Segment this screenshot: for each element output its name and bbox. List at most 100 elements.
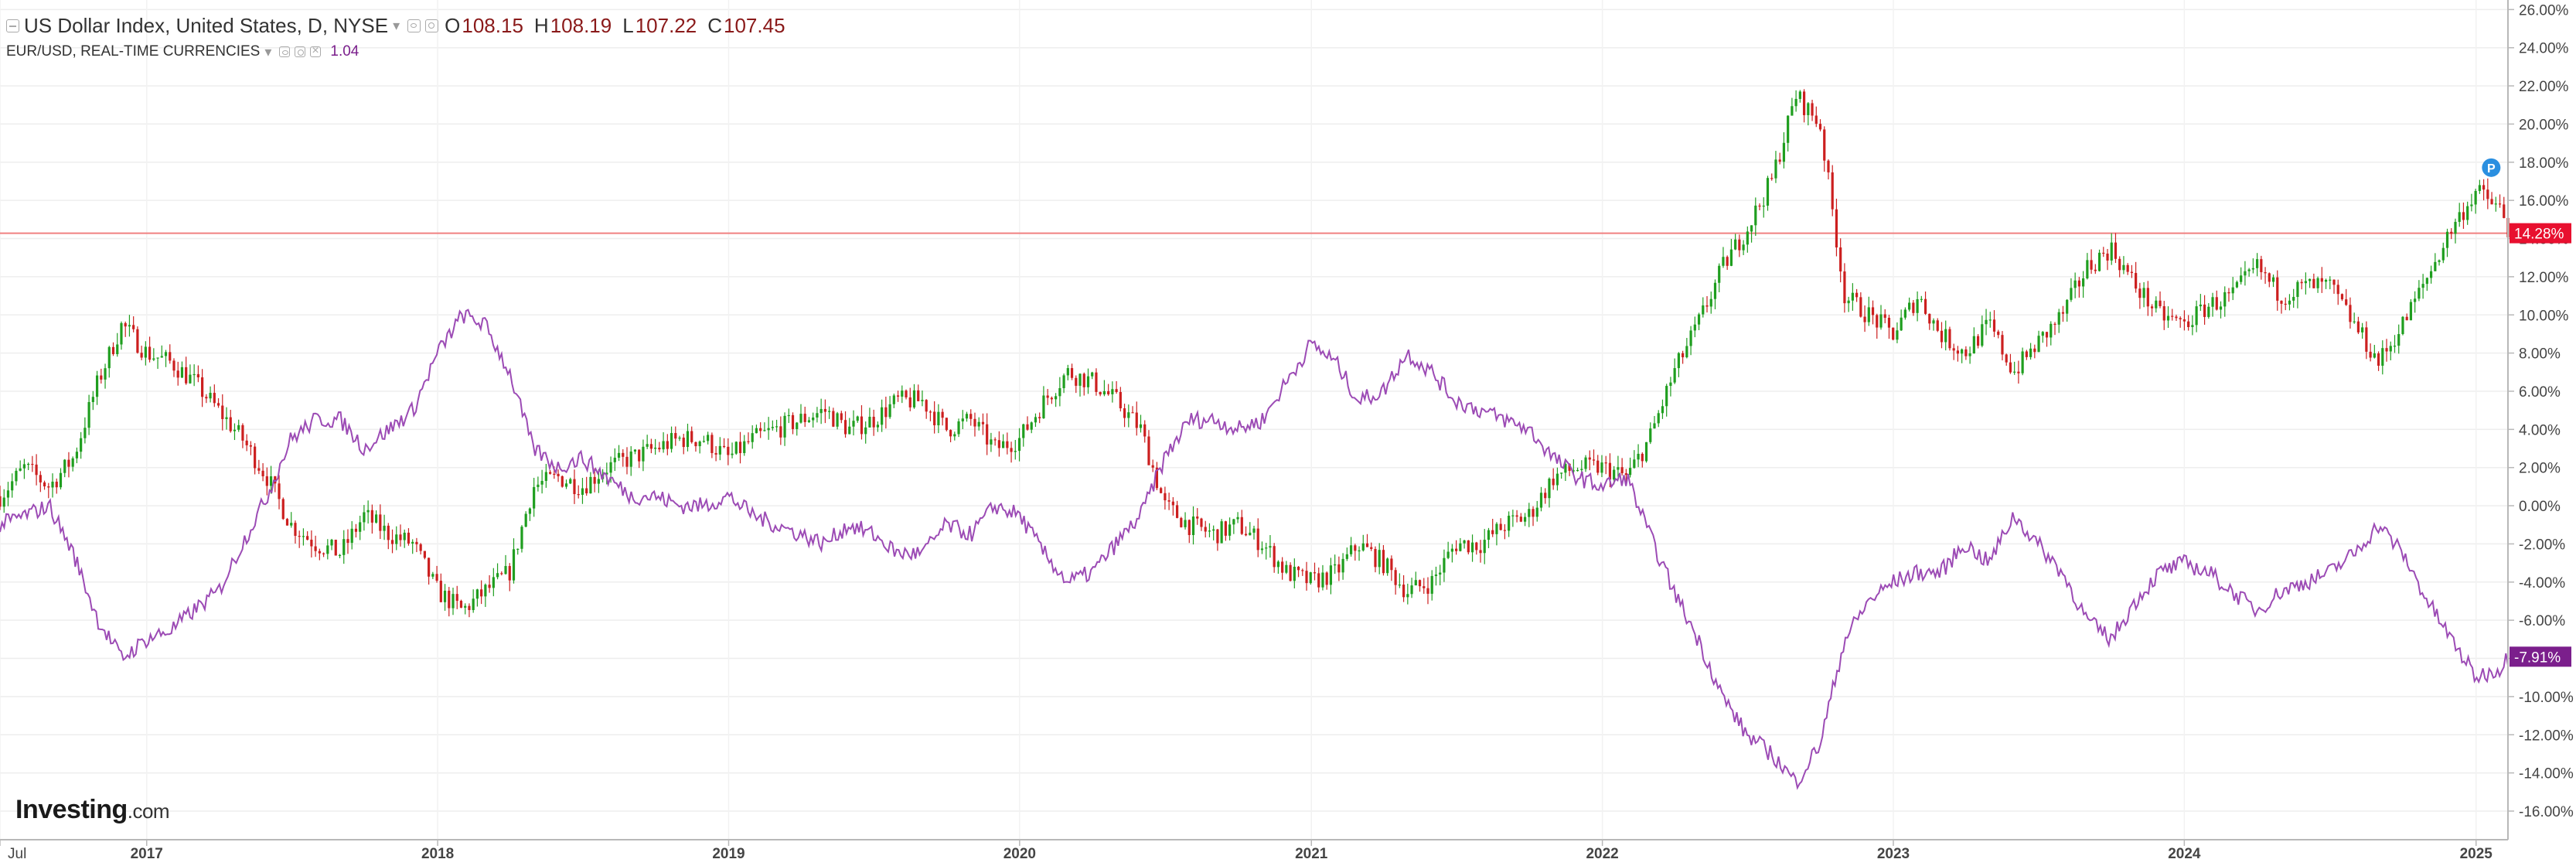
candle [1055,393,1058,407]
candle [1770,173,1774,181]
candle [51,473,54,498]
candle [508,563,511,592]
candle [1180,517,1183,528]
candle [1042,386,1045,419]
candle [779,416,782,445]
candle [2284,297,2287,311]
candle [2340,293,2344,302]
candle [901,385,904,404]
candle [1903,307,1906,320]
candle [504,554,507,575]
candle [1843,263,1846,313]
candle [443,584,447,611]
candle [1099,391,1102,397]
dxy-last-label: 14.28% [2510,223,2571,244]
candle [411,539,414,554]
candle [884,396,888,429]
candle [548,469,552,475]
eurusd-series [0,309,2509,790]
candle [1535,500,1538,522]
candle [67,452,70,478]
candle [710,432,714,459]
candle [1900,309,1903,332]
candle [796,421,799,436]
candle [1187,519,1191,544]
candle [2041,331,2044,343]
last-value-labels: 14.28% -7.91% [2510,223,2571,667]
candle [1135,401,1138,436]
chevron-down-icon[interactable]: ▾ [264,43,272,60]
collapse-icon[interactable] [6,19,19,32]
candle [1705,295,1709,313]
open-value: 108.15 [462,13,523,37]
x-tick-label: 2023 [1877,846,1910,862]
candle [237,419,240,432]
candle [35,454,38,486]
candle [172,358,175,377]
candle [881,399,884,432]
candle [2309,278,2312,288]
eye-icon[interactable] [279,46,291,57]
candle [1523,513,1527,527]
candle [763,422,766,432]
candle [2070,278,2073,302]
candle [1341,553,1344,580]
candle [2385,339,2388,362]
candle [2300,278,2303,290]
candle [1876,313,1879,339]
candle [160,345,163,358]
y-tick-label: 0.00% [2519,499,2561,515]
last-value-text: -7.91% [2514,650,2561,666]
candle [1301,568,1304,576]
candle [1750,225,1753,243]
close-icon[interactable] [310,44,322,58]
gear-icon[interactable] [425,19,439,32]
gear-icon[interactable] [295,46,306,57]
candle [318,548,321,561]
candle [921,390,924,407]
candle [1022,423,1025,447]
candle [22,459,26,479]
candle [229,410,232,433]
candle [707,431,710,445]
candle [2118,256,2121,278]
eye-icon[interactable] [407,19,421,32]
eurusd-last-label: -7.91% [2510,646,2571,667]
candle [686,423,690,452]
candle [512,538,516,584]
candle [2009,353,2012,374]
candle [2215,290,2218,311]
candle [2474,189,2477,214]
candle [1289,562,1292,581]
candle [1887,315,1891,339]
chevron-down-icon[interactable]: ▾ [393,17,400,33]
candle [2264,267,2267,285]
candle [2458,203,2461,227]
candle [557,469,560,482]
candle [581,478,584,504]
candle [1434,566,1438,586]
candle [1374,546,1377,573]
candle [1467,540,1470,555]
candle [997,431,1000,457]
candle [1961,348,1964,363]
candle [2211,292,2214,317]
candle [1734,234,1737,251]
candle [783,412,786,446]
candle [306,531,309,540]
candle [799,404,802,424]
candle [564,479,568,489]
y-tick-label: 22.00% [2519,79,2569,95]
y-tick-label: 4.00% [2519,422,2561,438]
candle [2409,298,2413,321]
candle [15,468,18,486]
candle [330,538,333,551]
candle [1794,90,1797,112]
candle [2102,247,2105,257]
candle [2490,192,2493,205]
candle [2017,360,2020,384]
candle [973,412,976,437]
candle [55,478,58,494]
